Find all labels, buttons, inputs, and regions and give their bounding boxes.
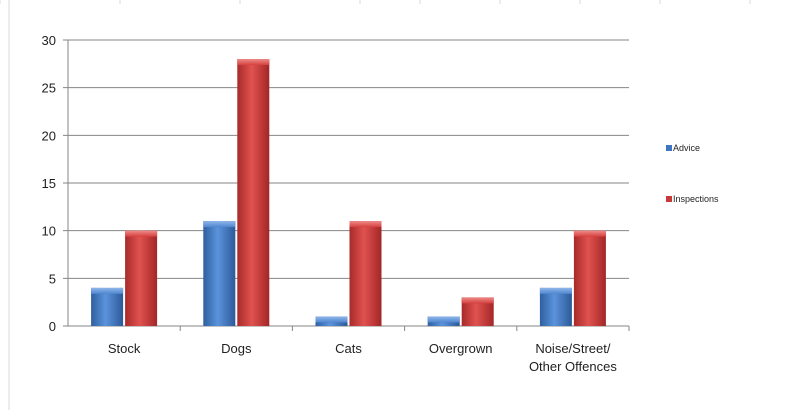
bar-advice-3[interactable] [427, 316, 460, 326]
bar-inspections-2[interactable] [349, 221, 382, 326]
legend-label: Advice [673, 143, 700, 153]
bar-inspections-4[interactable] [573, 230, 606, 326]
chart-gridlines [63, 39, 630, 331]
x-axis-category-labels: Stock Dogs Cats Overgrown Noise/Street/Other… [108, 341, 618, 374]
legend-item-inspections[interactable]: Inspections [666, 194, 719, 204]
y-tick-label-10: 10 [42, 224, 56, 239]
bar-advice-0[interactable] [91, 287, 124, 326]
y-tick-label-5: 5 [49, 271, 56, 286]
bar-inspections-3[interactable] [461, 297, 494, 326]
y-axis-tick-labels: 0 5 10 15 20 25 30 [42, 33, 56, 334]
x-category-label: Cats [335, 341, 362, 356]
y-tick-label-30: 30 [42, 33, 56, 48]
bar-advice-4[interactable] [539, 287, 572, 326]
sheet-gridlines [0, 0, 751, 410]
bar-inspections-0[interactable] [125, 230, 158, 326]
y-tick-label-25: 25 [42, 81, 56, 96]
chart-bars [91, 59, 606, 327]
bar-advice-2[interactable] [315, 316, 348, 326]
y-tick-label-20: 20 [42, 128, 56, 143]
y-tick-label-15: 15 [42, 176, 56, 191]
x-category-label: Noise/Street/Other Offences [529, 341, 617, 374]
legend-item-advice[interactable]: Advice [666, 143, 700, 153]
bar-inspections-1[interactable] [237, 59, 270, 327]
legend-swatch [666, 145, 672, 151]
x-category-label: Dogs [221, 341, 252, 356]
legend-swatch [666, 196, 672, 202]
y-tick-label-0: 0 [49, 319, 56, 334]
x-category-label: Stock [108, 341, 141, 356]
x-category-label: Overgrown [429, 341, 493, 356]
bar-advice-1[interactable] [203, 221, 236, 326]
chart-legend[interactable]: Advice Inspections [666, 143, 719, 204]
legend-label: Inspections [673, 194, 719, 204]
